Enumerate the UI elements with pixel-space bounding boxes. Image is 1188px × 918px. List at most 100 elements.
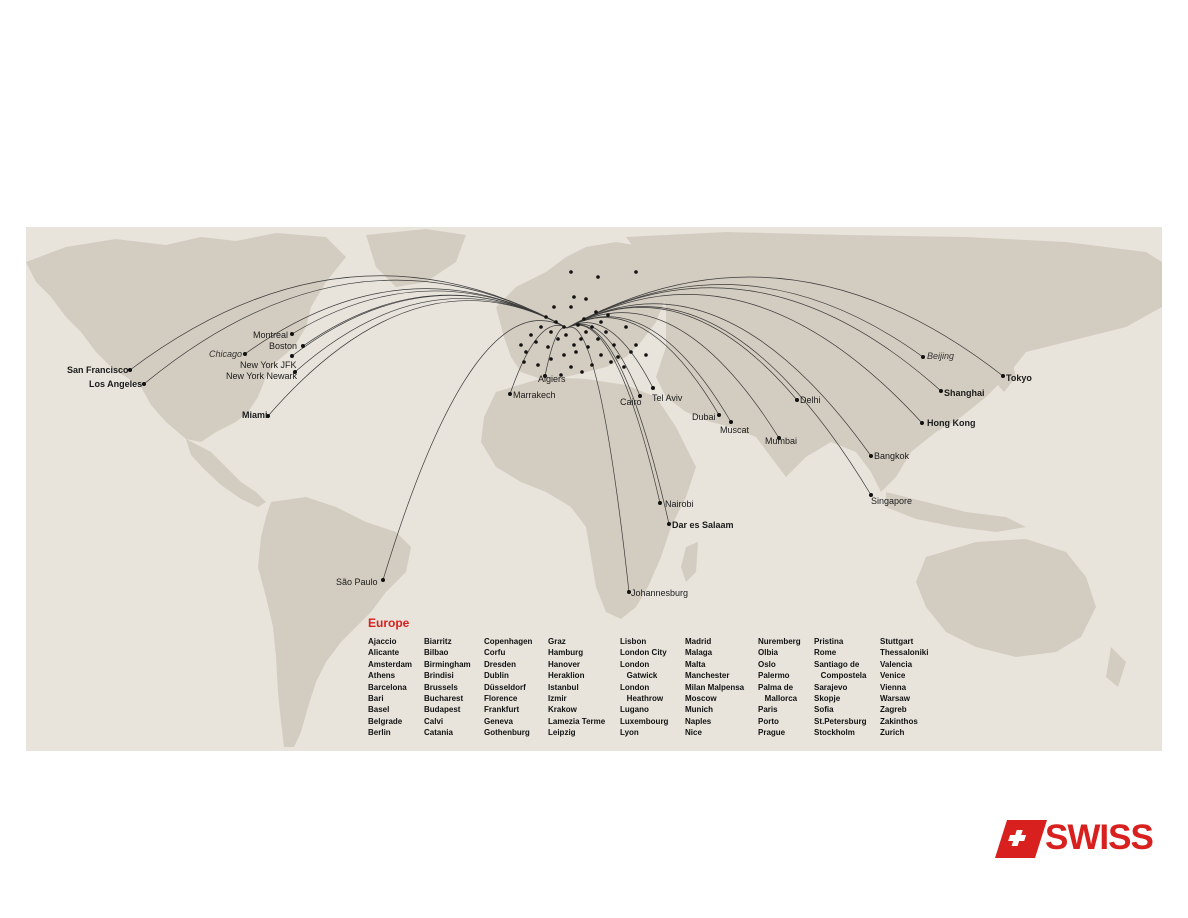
europe-destination: Malaga xyxy=(685,648,713,658)
city-dot xyxy=(508,392,512,396)
europe-destination: Alicante xyxy=(368,648,400,658)
europe-destination: Belgrade xyxy=(368,716,403,726)
europe-destination: Düsseldorf xyxy=(484,682,526,692)
europe-destination: Luxembourg xyxy=(620,716,669,726)
city-dot xyxy=(293,370,297,374)
europe-city-dot xyxy=(569,270,573,274)
europe-destination: London xyxy=(620,659,650,669)
europe-city-dot xyxy=(559,373,563,377)
europe-destination: Milan Malpensa xyxy=(685,682,745,692)
europe-destination: Birmingham xyxy=(424,659,471,669)
route-lines xyxy=(129,275,1004,593)
city-dot xyxy=(128,368,132,372)
europe-destination: Venice xyxy=(880,671,906,681)
city-dot xyxy=(658,501,662,505)
city-label-johannesburg: Johannesburg xyxy=(631,588,689,598)
europe-city-dot xyxy=(584,297,588,301)
europe-destination: Madrid xyxy=(685,637,712,646)
europe-city-dot xyxy=(556,337,560,341)
europe-city-dot xyxy=(539,325,543,329)
city-label-dubai: Dubai xyxy=(692,412,716,422)
europe-destination: Moscow xyxy=(685,694,717,704)
europe-city-dot xyxy=(569,365,573,369)
europe-city-dot xyxy=(552,305,556,309)
europe-city-dot xyxy=(606,313,610,317)
europe-destination: Geneva xyxy=(484,716,513,726)
europe-destination: Naples xyxy=(685,716,712,726)
europe-destination: Gothenburg xyxy=(484,728,530,738)
route-line xyxy=(267,300,568,417)
city-label-sao-paulo: São Paulo xyxy=(336,577,378,587)
europe-destination: Mallorca xyxy=(758,694,798,704)
city-label-mumbai: Mumbai xyxy=(765,436,798,446)
city-label-nairobi: Nairobi xyxy=(665,499,694,509)
europe-city-dot xyxy=(572,295,576,299)
europe-column: Graz Hamburg Hanover Heraklion Istanbul Izmir… xyxy=(548,636,605,739)
europe-destination: Basel xyxy=(368,705,390,715)
route-line xyxy=(143,279,568,385)
swiss-logo xyxy=(995,820,1047,858)
europe-destination: Amsterdam xyxy=(368,659,413,669)
europe-destination: Copenhagen xyxy=(484,637,533,646)
city-dot xyxy=(729,420,733,424)
europe-city-dot xyxy=(599,353,603,357)
europe-city-dot xyxy=(546,345,550,349)
europe-destination: Nuremberg xyxy=(758,637,801,646)
europe-destination: Brindisi xyxy=(424,671,454,681)
europe-destination: Skopje xyxy=(814,694,841,704)
city-dot xyxy=(266,414,270,418)
route-line xyxy=(566,294,923,424)
europe-destination: Valencia xyxy=(880,659,913,669)
city-label-algiers: Algiers xyxy=(538,374,566,384)
europe-column: Nuremberg Olbia Oslo Palermo Palma de Mallor… xyxy=(758,636,801,739)
europe-destination: Dresden xyxy=(484,659,517,669)
europe-destination: Munich xyxy=(685,705,713,715)
swiss-logo-text: SWISS xyxy=(1045,818,1154,857)
europe-landmass xyxy=(496,242,666,379)
europe-city-dot xyxy=(604,330,608,334)
route-line xyxy=(566,287,942,392)
city-label-chicago: Chicago xyxy=(209,349,243,359)
europe-city-dot xyxy=(572,343,576,347)
europe-city-dot xyxy=(599,320,603,324)
route-line xyxy=(566,316,732,423)
europe-destination: Warsaw xyxy=(880,694,910,704)
europe-destination: Hamburg xyxy=(548,648,584,658)
europe-city-dot xyxy=(622,365,626,369)
city-dot xyxy=(717,413,721,417)
city-label-los-angeles: Los Angeles xyxy=(89,379,143,389)
city-label-tel-aviv: Tel Aviv xyxy=(652,393,683,403)
europe-destination: Gatwick xyxy=(620,671,658,681)
city-dot xyxy=(142,382,146,386)
city-dot xyxy=(920,421,924,425)
city-label-cairo: Cairo xyxy=(620,397,642,407)
europe-destination: Heathrow xyxy=(620,694,664,704)
europe-city-dot xyxy=(544,315,548,319)
city-label-singapore: Singapore xyxy=(871,496,913,506)
europe-destination: Dublin xyxy=(484,671,509,681)
europe-destination: Vienna xyxy=(880,682,907,692)
europe-city-dot xyxy=(579,337,583,341)
city-label-tokyo: Tokyo xyxy=(1006,373,1032,383)
city-dot xyxy=(667,522,671,526)
europe-column: Madrid Malaga Malta Manchester Milan Malpens… xyxy=(685,636,744,739)
route-line xyxy=(566,326,630,593)
city-dot xyxy=(795,398,799,402)
city-label-san-francisco: San Francisco xyxy=(67,365,129,375)
europe-destination: Bucharest xyxy=(424,694,464,704)
europe-destination: Izmir xyxy=(548,694,567,704)
europe-destination: London xyxy=(620,682,650,692)
europe-destination: Berlin xyxy=(368,728,391,738)
europe-city-dot xyxy=(612,343,616,347)
continents xyxy=(26,229,1162,747)
asia-landmass xyxy=(626,232,1162,492)
city-label-bangkok: Bangkok xyxy=(874,451,910,461)
europe-city-dot xyxy=(590,363,594,367)
europe-destination: Athens xyxy=(368,671,396,681)
city-dot xyxy=(290,332,294,336)
route-line xyxy=(129,275,568,371)
route-line xyxy=(566,306,872,496)
city-label-muscat: Muscat xyxy=(720,425,750,435)
central-america-landmass xyxy=(186,439,266,507)
city-dot xyxy=(921,355,925,359)
